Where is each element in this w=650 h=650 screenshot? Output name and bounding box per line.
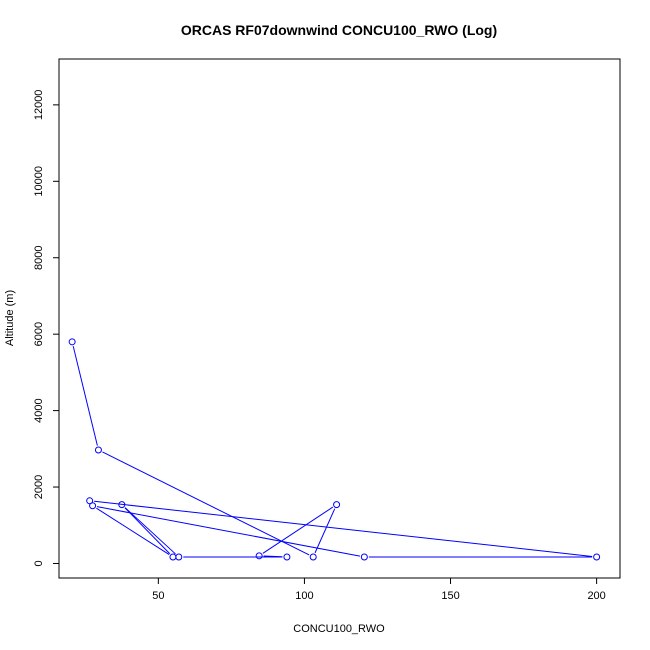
x-tick-label: 100	[295, 590, 313, 602]
series-segment	[262, 506, 334, 554]
y-tick-label: 8000	[33, 245, 45, 269]
y-tick-label: 12000	[33, 90, 45, 121]
x-tick-label: 150	[441, 590, 459, 602]
series-segment	[124, 507, 176, 555]
data-point	[118, 501, 126, 509]
series-layer	[68, 338, 601, 561]
series-segment	[96, 506, 361, 557]
series-segment	[124, 507, 171, 555]
series-segment	[72, 346, 98, 446]
data-point	[593, 553, 601, 561]
chart-title: ORCAS RF07downwind CONCU100_RWO (Log)	[181, 22, 497, 38]
y-tick-label: 2000	[33, 475, 45, 499]
y-tick-label: 6000	[33, 322, 45, 346]
x-axis: 50 100 150 200	[152, 578, 606, 602]
data-point	[175, 553, 183, 561]
data-point	[360, 553, 368, 561]
y-axis-label: Altitude (m)	[4, 290, 16, 346]
series-segment	[94, 500, 593, 557]
y-tick-label: 0	[33, 560, 45, 566]
y-axis: 0 2000 4000 6000 8000 10000 12000	[33, 90, 59, 567]
data-point	[169, 553, 177, 561]
x-tick-label: 50	[152, 590, 164, 602]
data-point	[309, 553, 317, 561]
series-segment	[102, 451, 310, 556]
data-point	[255, 552, 263, 560]
data-point	[89, 502, 97, 510]
data-point	[283, 553, 291, 561]
data-point	[94, 446, 102, 454]
data-point	[68, 338, 76, 346]
x-axis-label: CONCU100_RWO	[293, 623, 385, 635]
y-tick-label: 4000	[33, 398, 45, 422]
y-tick-label: 10000	[33, 166, 45, 197]
series-segment	[314, 508, 336, 554]
x-tick-label: 200	[587, 590, 605, 602]
plot-frame	[58, 58, 621, 579]
series-segment	[96, 507, 170, 555]
data-point	[333, 501, 341, 509]
data-point	[86, 497, 94, 505]
